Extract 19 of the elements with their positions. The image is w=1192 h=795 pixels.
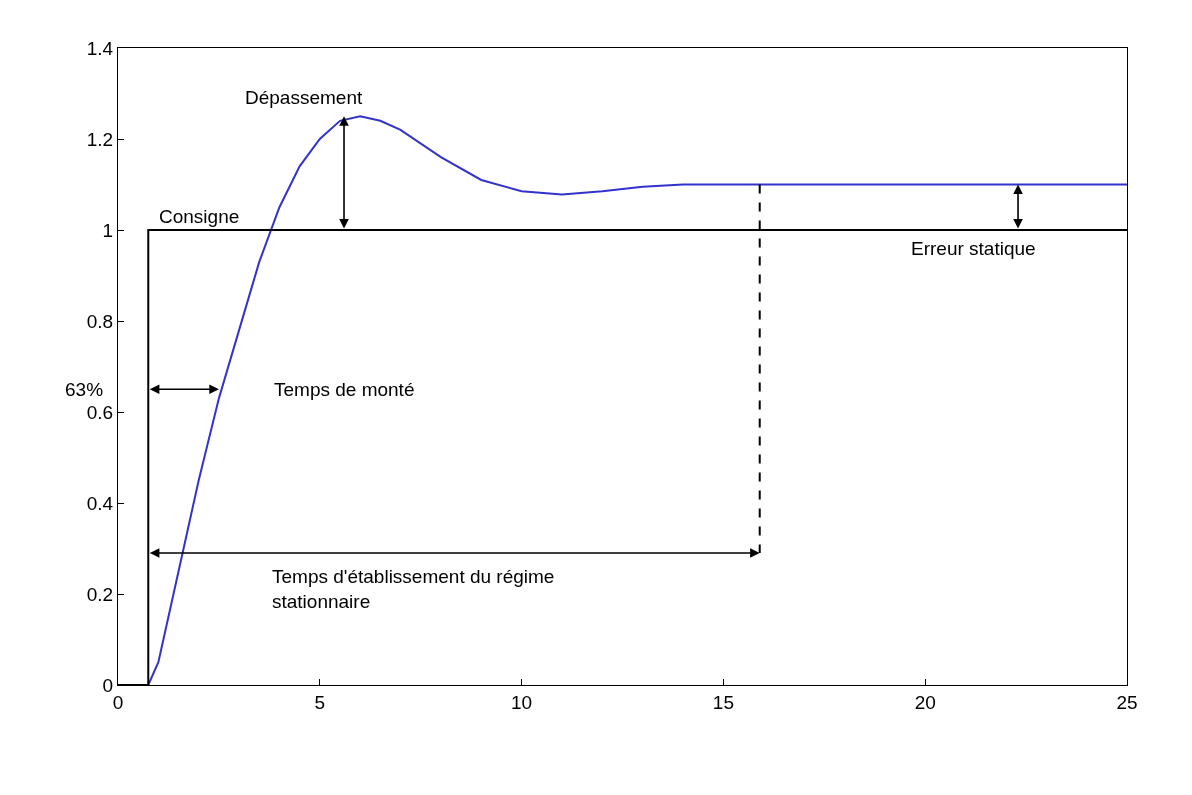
y-tick-label: 1.2 xyxy=(86,128,114,150)
annotation: Temps d'établissement du régime stationnaire xyxy=(272,566,555,612)
x-tick-label: 10 xyxy=(511,691,533,713)
x-tick-label: 15 xyxy=(712,691,734,713)
y-tick-label: 0.4 xyxy=(86,492,114,514)
y-tick-label: 0 xyxy=(102,674,114,696)
y-tick-label: 0.8 xyxy=(86,310,114,332)
x-tick-label: 25 xyxy=(1116,691,1138,713)
annotation: Consigne xyxy=(159,206,240,227)
y-tick-label: 0.2 xyxy=(86,583,114,605)
y-tick-label: 1.4 xyxy=(86,37,114,59)
annotation: Temps de monté xyxy=(274,379,415,400)
x-tick-label: 20 xyxy=(914,691,936,713)
annotation: Dépassement xyxy=(245,87,363,108)
x-tick-label: 5 xyxy=(314,691,326,713)
annotation: Erreur statique xyxy=(911,238,1036,259)
text: 63% xyxy=(65,379,104,400)
y-tick-label: 0.6 xyxy=(86,401,114,423)
y-tick-label: 1 xyxy=(102,219,114,241)
